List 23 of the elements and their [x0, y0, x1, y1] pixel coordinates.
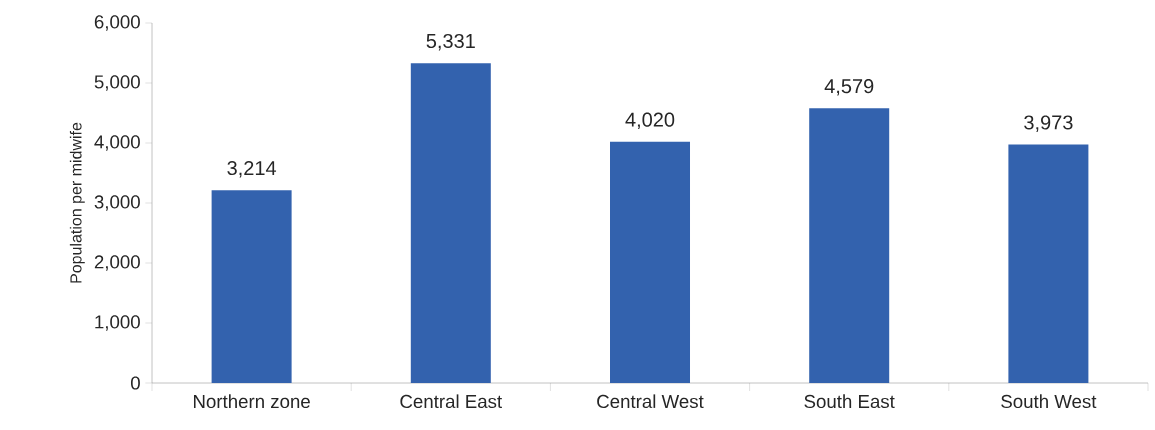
y-tick-label: 5,000	[94, 75, 140, 91]
y-tick-label: 3,000	[94, 195, 140, 211]
y-tick-label: 0	[130, 376, 140, 390]
y-tick-label: 2,000	[94, 255, 140, 271]
bar	[410, 63, 491, 383]
data-label: 3,973	[1024, 115, 1073, 132]
data-label: 3,214	[227, 160, 277, 178]
x-tick-label: Central West	[597, 394, 704, 409]
y-tick-label: 4,000	[94, 135, 140, 151]
y-axis-title: Population per midwife	[69, 122, 85, 283]
bar	[610, 141, 691, 383]
x-tick-label: Central East	[400, 394, 503, 409]
x-tick-label: Northern zone	[193, 394, 310, 409]
y-tick-label: 6,000	[94, 15, 140, 31]
y-tick-label: 1,000	[95, 315, 140, 331]
bar	[211, 190, 292, 383]
data-label: 4,579	[824, 79, 874, 96]
bar	[809, 108, 890, 383]
data-label: 4,020	[625, 112, 675, 130]
x-tick-label: South West	[1001, 394, 1097, 409]
bar	[1008, 144, 1089, 383]
x-tick-label: South East	[804, 394, 895, 409]
data-label: 5,331	[426, 33, 475, 51]
